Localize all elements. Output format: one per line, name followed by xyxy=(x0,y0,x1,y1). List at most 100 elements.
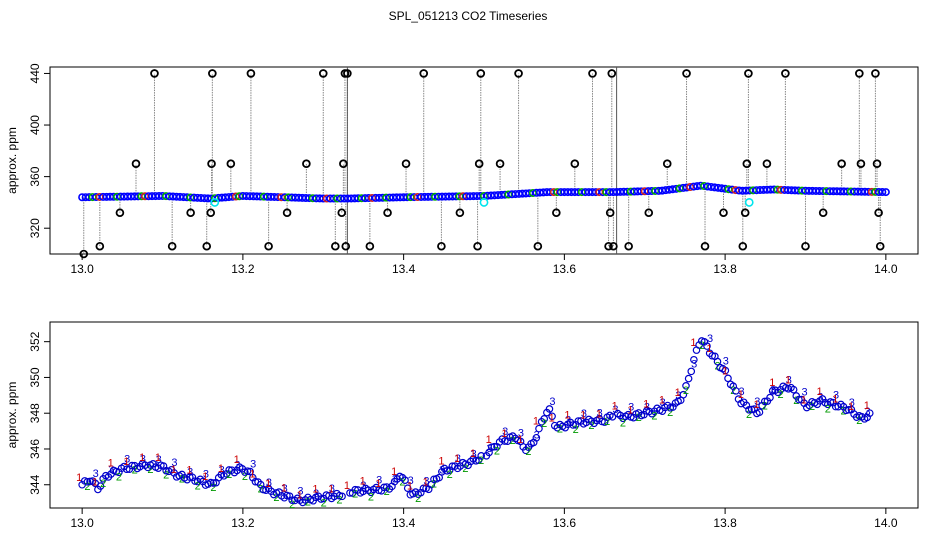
outlier-point xyxy=(207,159,216,169)
ts-point-label: 3 xyxy=(754,396,760,408)
ts-point-label: 1 xyxy=(265,478,271,490)
ts-point xyxy=(246,467,254,476)
outlier-point xyxy=(437,241,446,251)
ts-point-label: 2 xyxy=(116,471,122,483)
ts-point-label: 1 xyxy=(659,394,665,406)
ts-point-label: 3 xyxy=(187,467,193,479)
outlier-point xyxy=(167,241,177,251)
ts-point-label: 2 xyxy=(699,340,705,352)
ts-point-label: 2 xyxy=(147,464,153,476)
y-tick-label-bottom: 348 xyxy=(28,403,42,423)
ts-point-label: 1 xyxy=(139,452,145,464)
ts-point-label: 2 xyxy=(557,424,563,436)
ts-point-label: 3 xyxy=(707,333,713,345)
ts-point-label: 3 xyxy=(628,402,634,414)
x-tick-label-top: 13.2 xyxy=(231,262,255,276)
ts-point xyxy=(430,475,438,484)
x-tick-label-bottom: 14.0 xyxy=(874,516,898,530)
ts-point-label: 2 xyxy=(525,446,531,458)
outlier-point xyxy=(186,208,195,218)
outlier-point xyxy=(150,69,159,78)
ts-point-label: 3 xyxy=(408,475,414,487)
ts-point-label: 3 xyxy=(108,464,114,476)
ts-point-label: 3 xyxy=(266,477,272,489)
baseline-point xyxy=(878,188,887,197)
ts-point-label: 3 xyxy=(471,448,477,460)
ts-point xyxy=(687,367,696,376)
y-tick-label-bottom: 350 xyxy=(28,367,42,387)
ts-point-label: 3 xyxy=(581,408,587,420)
ts-point-label: 1 xyxy=(785,375,791,387)
ts-point-label: 1 xyxy=(344,480,350,492)
y-axis-label-top: approx. ppm xyxy=(5,127,19,194)
ts-point-label: 2 xyxy=(84,481,90,493)
ts-point xyxy=(760,397,769,406)
ts-point-label: 1 xyxy=(580,409,586,421)
ts-point xyxy=(243,467,252,475)
outlier-point xyxy=(341,241,351,251)
ts-point xyxy=(865,409,874,417)
ts-point-label: 1 xyxy=(722,365,728,377)
ts-point xyxy=(548,412,556,421)
ts-point-label: 3 xyxy=(93,468,99,480)
outlier-point xyxy=(226,159,236,169)
ts-point-label: 1 xyxy=(706,343,712,355)
ts-point xyxy=(684,374,693,383)
ts-point-label: 1 xyxy=(753,399,759,411)
ts-point-label: 1 xyxy=(391,466,397,478)
ts-point-label: 1 xyxy=(517,434,523,446)
ts-point-label: 1 xyxy=(407,481,413,493)
ts-point xyxy=(766,393,774,402)
ts-point-label: 3 xyxy=(219,465,225,477)
ts-point-label: 3 xyxy=(203,468,209,480)
ts-point-label: 1 xyxy=(612,401,618,413)
outlier-point xyxy=(607,69,617,78)
ts-point xyxy=(532,433,541,442)
outlier-point xyxy=(419,69,429,78)
ts-point-label: 1 xyxy=(375,478,381,490)
ts-point-label: 3 xyxy=(864,406,870,418)
ts-point-label: 1 xyxy=(738,389,744,401)
outlier-point xyxy=(801,241,810,251)
ts-point-label: 2 xyxy=(762,400,768,412)
ts-point xyxy=(501,437,509,445)
ts-point-label: 2 xyxy=(384,486,390,498)
outlier-point xyxy=(331,241,340,251)
ts-point-label: 2 xyxy=(210,482,216,494)
ts-point-label: 1 xyxy=(816,386,822,398)
ts-point-label: 3 xyxy=(250,459,256,471)
ts-point-label: 1 xyxy=(234,454,240,466)
outlier-point xyxy=(495,159,505,169)
ts-point-label: 1 xyxy=(438,455,444,467)
outlier-point xyxy=(588,69,597,78)
ts-point-label: 1 xyxy=(171,464,177,476)
ts-point-label: 2 xyxy=(588,420,594,432)
outlier-point xyxy=(79,249,89,259)
outlier-point xyxy=(700,241,710,251)
ts-point-label: 1 xyxy=(92,476,98,488)
outlier-point xyxy=(762,159,772,169)
ts-point-label: 3 xyxy=(534,429,540,441)
outlier-point xyxy=(662,159,672,169)
ts-point-label: 1 xyxy=(249,469,255,481)
outlier-point xyxy=(339,159,348,169)
ts-point-label: 2 xyxy=(415,493,421,505)
ts-point-label: 2 xyxy=(226,469,232,481)
ts-point-label: 2 xyxy=(746,409,752,421)
outlier-point xyxy=(115,208,125,218)
ts-point-label: 2 xyxy=(289,499,295,511)
ts-point-label: 3 xyxy=(392,473,398,485)
ts-point xyxy=(380,483,388,492)
ts-point-label: 1 xyxy=(297,489,303,501)
ts-point xyxy=(690,355,698,364)
ts-point-label: 1 xyxy=(675,387,681,399)
ts-point-label: 1 xyxy=(186,464,192,476)
figure-title: SPL_051213 CO2 Timeseries xyxy=(388,9,548,23)
ts-point-label: 2 xyxy=(100,478,106,490)
x-tick-label-bottom: 13.4 xyxy=(392,516,416,530)
ts-point-label: 1 xyxy=(470,448,476,460)
ts-point-label: 3 xyxy=(738,386,744,398)
outlier-point xyxy=(570,159,580,169)
ts-point-label: 1 xyxy=(643,398,649,410)
